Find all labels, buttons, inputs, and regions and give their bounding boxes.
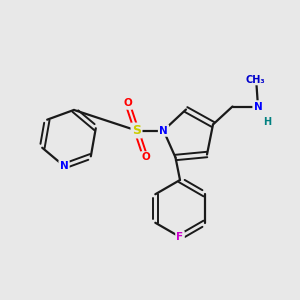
Text: N: N <box>254 101 262 112</box>
Text: O: O <box>141 152 150 163</box>
Text: N: N <box>60 161 68 171</box>
Text: CH₃: CH₃ <box>245 74 265 85</box>
Text: H: H <box>263 116 272 127</box>
Text: S: S <box>132 124 141 137</box>
Text: F: F <box>176 232 184 242</box>
Text: O: O <box>123 98 132 109</box>
Text: N: N <box>159 125 168 136</box>
